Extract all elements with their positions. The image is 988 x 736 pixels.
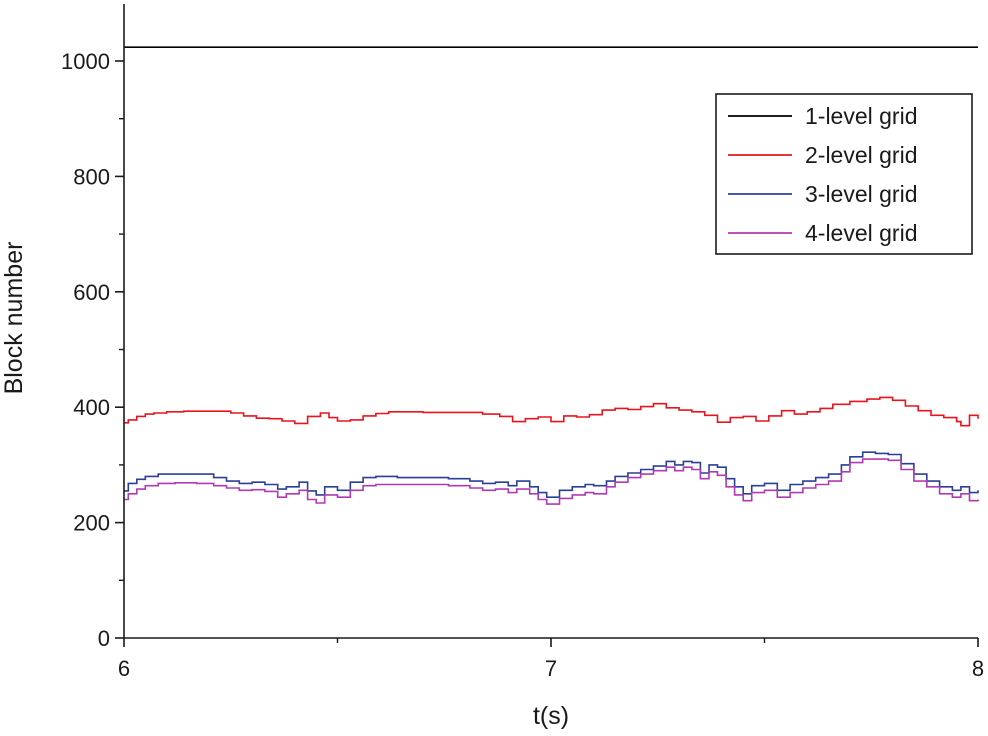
y-tick-label: 600: [73, 280, 110, 305]
series-line-4: [124, 458, 979, 505]
y-tick-label: 1000: [61, 49, 110, 74]
x-tick-label: 7: [545, 656, 557, 681]
series-line-3: [124, 451, 979, 498]
y-tick-label: 0: [98, 626, 110, 651]
y-ticks: 0 200 400 600 800 1000: [61, 49, 124, 651]
x-tick-label: 6: [118, 656, 130, 681]
legend-label-1: 1-level grid: [805, 103, 918, 129]
legend-label-2: 2-level grid: [805, 142, 918, 168]
legend-label-3: 3-level grid: [805, 181, 918, 207]
series-line-2: [124, 396, 979, 427]
x-tick-label: 8: [972, 656, 984, 681]
legend-box: [715, 93, 973, 255]
series-layer: [124, 46, 979, 505]
y-axis-title: Block number: [0, 242, 28, 395]
x-axis-title: t(s): [533, 702, 569, 730]
y-tick-label: 800: [73, 164, 110, 189]
y-tick-label: 400: [73, 395, 110, 420]
legend-label-4: 4-level grid: [805, 220, 918, 246]
legend: 1-level grid 2-level grid 3-level grid 4-le…: [715, 93, 973, 255]
y-tick-label: 200: [73, 511, 110, 536]
x-ticks: 6 7 8: [118, 638, 984, 681]
